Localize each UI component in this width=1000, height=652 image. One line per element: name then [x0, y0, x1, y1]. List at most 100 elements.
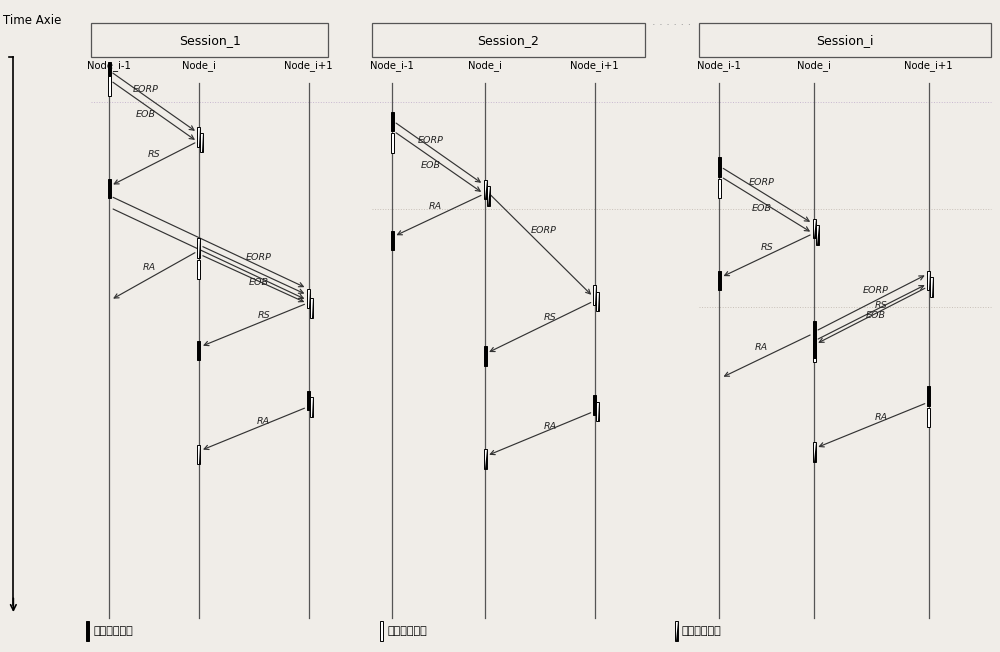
Text: RS: RS: [257, 311, 270, 320]
Text: RA: RA: [755, 343, 768, 352]
Text: RS: RS: [544, 313, 556, 322]
Text: RA: RA: [257, 417, 270, 426]
Bar: [197, 259, 200, 279]
Text: Session_1: Session_1: [179, 34, 241, 47]
Bar: [372, 23, 645, 57]
Text: EOB: EOB: [136, 110, 156, 119]
Bar: [391, 133, 394, 153]
Bar: [86, 621, 89, 641]
Text: EORP: EORP: [418, 136, 444, 145]
Text: Node_i: Node_i: [468, 61, 502, 71]
Bar: [108, 76, 111, 96]
Polygon shape: [199, 239, 200, 258]
Bar: [718, 271, 721, 290]
Text: Node_i: Node_i: [182, 61, 216, 71]
Text: EORP: EORP: [133, 85, 159, 95]
Bar: [675, 621, 678, 641]
Bar: [816, 226, 819, 245]
Bar: [484, 180, 487, 200]
Polygon shape: [312, 298, 313, 318]
Polygon shape: [814, 442, 816, 462]
Bar: [91, 23, 328, 57]
Bar: [197, 445, 200, 464]
Polygon shape: [199, 127, 200, 147]
Bar: [310, 298, 313, 318]
Polygon shape: [598, 402, 599, 421]
Bar: [484, 449, 487, 469]
Text: Session_2: Session_2: [478, 34, 539, 47]
Bar: [718, 157, 721, 177]
Text: RS: RS: [760, 243, 773, 252]
Text: EOB: EOB: [249, 278, 269, 287]
Text: 绿色数据片段: 绿色数据片段: [387, 626, 427, 636]
Text: RS: RS: [875, 301, 888, 310]
Bar: [813, 219, 816, 239]
Bar: [596, 291, 599, 311]
Text: Node_i+1: Node_i+1: [570, 61, 619, 71]
Text: Node_i+1: Node_i+1: [904, 61, 953, 71]
Bar: [380, 621, 383, 641]
Text: RS: RS: [148, 149, 160, 158]
Text: EORP: EORP: [749, 179, 775, 187]
Text: Node_i-1: Node_i-1: [87, 61, 131, 71]
Polygon shape: [485, 449, 487, 469]
Bar: [197, 341, 200, 361]
Bar: [930, 277, 933, 297]
Bar: [927, 387, 930, 406]
Text: 丢失数据片段: 丢失数据片段: [681, 626, 721, 636]
Polygon shape: [312, 398, 313, 417]
Bar: [197, 127, 200, 147]
Bar: [200, 132, 203, 152]
Text: RA: RA: [543, 422, 556, 430]
Text: EORP: EORP: [863, 286, 888, 295]
Bar: [310, 398, 313, 417]
Polygon shape: [929, 271, 930, 290]
Bar: [596, 402, 599, 421]
Bar: [391, 231, 394, 250]
Polygon shape: [598, 291, 599, 311]
Bar: [927, 271, 930, 290]
Bar: [108, 62, 111, 82]
Bar: [108, 179, 111, 198]
Text: EOB: EOB: [865, 311, 885, 320]
Text: 红色数据片段: 红色数据片段: [93, 626, 133, 636]
Bar: [593, 285, 596, 304]
Polygon shape: [488, 186, 490, 206]
Bar: [813, 321, 816, 341]
Text: · · · · · ·: · · · · · ·: [652, 20, 691, 31]
Text: RA: RA: [142, 263, 156, 273]
Polygon shape: [199, 445, 200, 464]
Bar: [484, 346, 487, 366]
Bar: [927, 408, 930, 427]
Bar: [307, 289, 310, 308]
Bar: [699, 23, 991, 57]
Text: Node_i-1: Node_i-1: [697, 61, 741, 71]
Polygon shape: [932, 277, 933, 297]
Bar: [307, 391, 310, 410]
Text: EORP: EORP: [531, 226, 557, 235]
Text: EOB: EOB: [752, 203, 772, 213]
Text: Time Axie: Time Axie: [3, 14, 62, 27]
Bar: [718, 179, 721, 198]
Bar: [593, 396, 596, 415]
Polygon shape: [595, 285, 596, 304]
Text: EORP: EORP: [246, 254, 272, 262]
Polygon shape: [817, 226, 819, 245]
Polygon shape: [814, 219, 816, 239]
Polygon shape: [676, 621, 678, 641]
Polygon shape: [202, 132, 203, 152]
Polygon shape: [485, 180, 487, 200]
Text: RA: RA: [875, 413, 888, 422]
Text: Node_i: Node_i: [797, 61, 831, 71]
Polygon shape: [309, 289, 310, 308]
Bar: [813, 343, 816, 363]
Bar: [813, 338, 816, 358]
Bar: [391, 111, 394, 131]
Text: Node_i-1: Node_i-1: [370, 61, 414, 71]
Bar: [813, 442, 816, 462]
Bar: [487, 186, 490, 206]
Text: Session_i: Session_i: [816, 34, 874, 47]
Text: RA: RA: [429, 202, 442, 211]
Bar: [197, 239, 200, 258]
Text: Node_i+1: Node_i+1: [284, 61, 333, 71]
